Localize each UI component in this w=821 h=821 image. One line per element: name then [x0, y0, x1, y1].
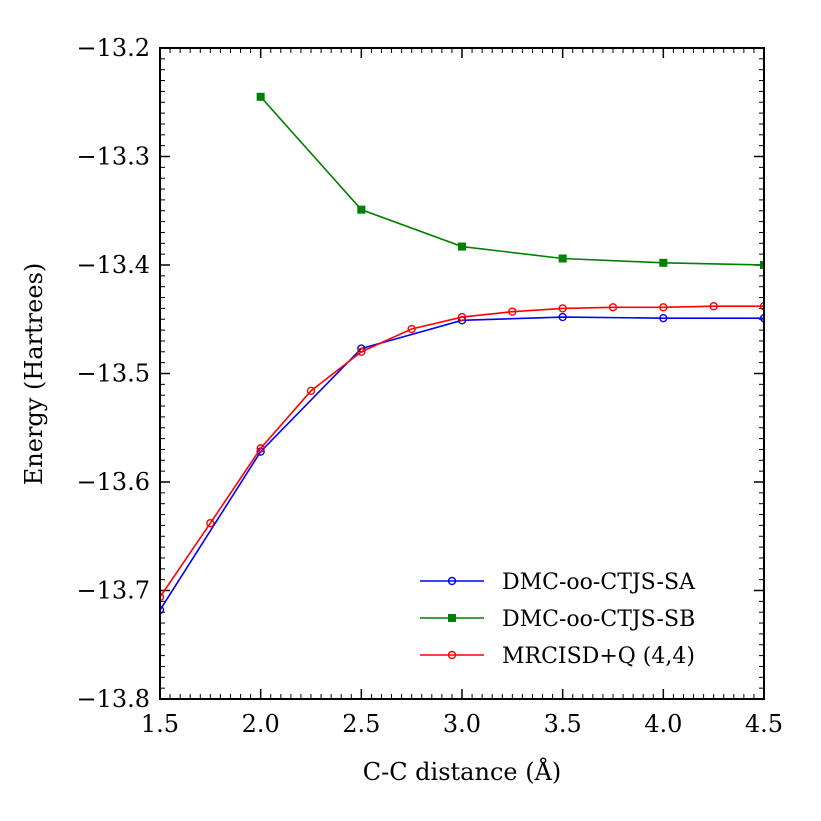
series-1-point [558, 312, 567, 322]
x-tick-label: 4.5 [745, 710, 783, 738]
legend-marker [447, 650, 457, 660]
series-1-point [659, 313, 668, 323]
series-2 [256, 92, 764, 269]
series-1 [160, 312, 764, 615]
legend-label: DMC-oo-CTJS-SB [502, 607, 695, 632]
x-tick-label: 1.5 [141, 710, 179, 738]
series-3-point [306, 386, 316, 396]
series-3-point [206, 519, 215, 528]
legend-marker [448, 614, 456, 622]
series-1-point [160, 605, 165, 615]
series-2-point [760, 261, 764, 269]
series-2-point [458, 242, 466, 251]
series-2-point [659, 258, 668, 267]
series-2-point [558, 254, 567, 263]
series-3-line [160, 305, 764, 598]
y-tick-label: −13.3 [76, 143, 150, 171]
legend-marker [447, 576, 457, 586]
x-tick-label: 3.0 [443, 710, 481, 738]
legend-entry-2: DMC-oo-CTJS-SB [420, 607, 695, 632]
series-3-point [759, 302, 764, 311]
series-3-point [608, 303, 618, 312]
series-3-point [160, 592, 165, 602]
series-2-point [357, 205, 366, 214]
y-tick-label: −13.8 [76, 685, 150, 713]
x-tick-label: 2.0 [242, 710, 280, 738]
y-tick-label: −13.2 [76, 34, 150, 62]
y-axis-title: Energy (Hartrees) [20, 263, 48, 485]
series-3 [160, 302, 764, 602]
ticks-layer [159, 47, 765, 700]
x-tick-label: 3.5 [544, 710, 582, 738]
x-tick-label: 2.5 [342, 710, 380, 738]
series-3-point [659, 303, 668, 312]
y-tick-label: −13.7 [76, 577, 150, 605]
series-3-point [558, 304, 567, 313]
series-3-point [457, 312, 467, 322]
legend: DMC-oo-CTJS-SA DMC-oo-CTJS-SB MRCISD+Q (4,… [420, 570, 696, 669]
legend-entry-1: DMC-oo-CTJS-SA [420, 570, 696, 595]
y-tick-label: −13.5 [76, 360, 150, 388]
series-3-point [256, 444, 265, 453]
series-3-point [357, 347, 366, 356]
y-tick-label: −13.6 [76, 468, 150, 496]
legend-label: MRCISD+Q (4,4) [502, 644, 695, 669]
legend-label: DMC-oo-CTJS-SA [502, 570, 696, 595]
y-tick-label: −13.4 [76, 251, 150, 279]
series-3-point [407, 324, 416, 334]
legend-entry-3: MRCISD+Q (4,4) [420, 644, 695, 669]
x-tick-label: 4.0 [644, 710, 682, 738]
series-2-line [260, 96, 764, 266]
plot-frame [159, 47, 765, 700]
labels-layer: 1.5 2.0 2.5 3.0 3.5 4.0 4.5 −13.8 −13.7 −13.6 −13.… [76, 34, 783, 738]
series-1-point [759, 313, 764, 323]
series-2-point [256, 92, 265, 101]
series-layer [160, 92, 764, 615]
x-axis-title: C-C distance (Å) [363, 757, 562, 786]
series-3-point [709, 302, 718, 311]
series-3-point [508, 307, 517, 316]
